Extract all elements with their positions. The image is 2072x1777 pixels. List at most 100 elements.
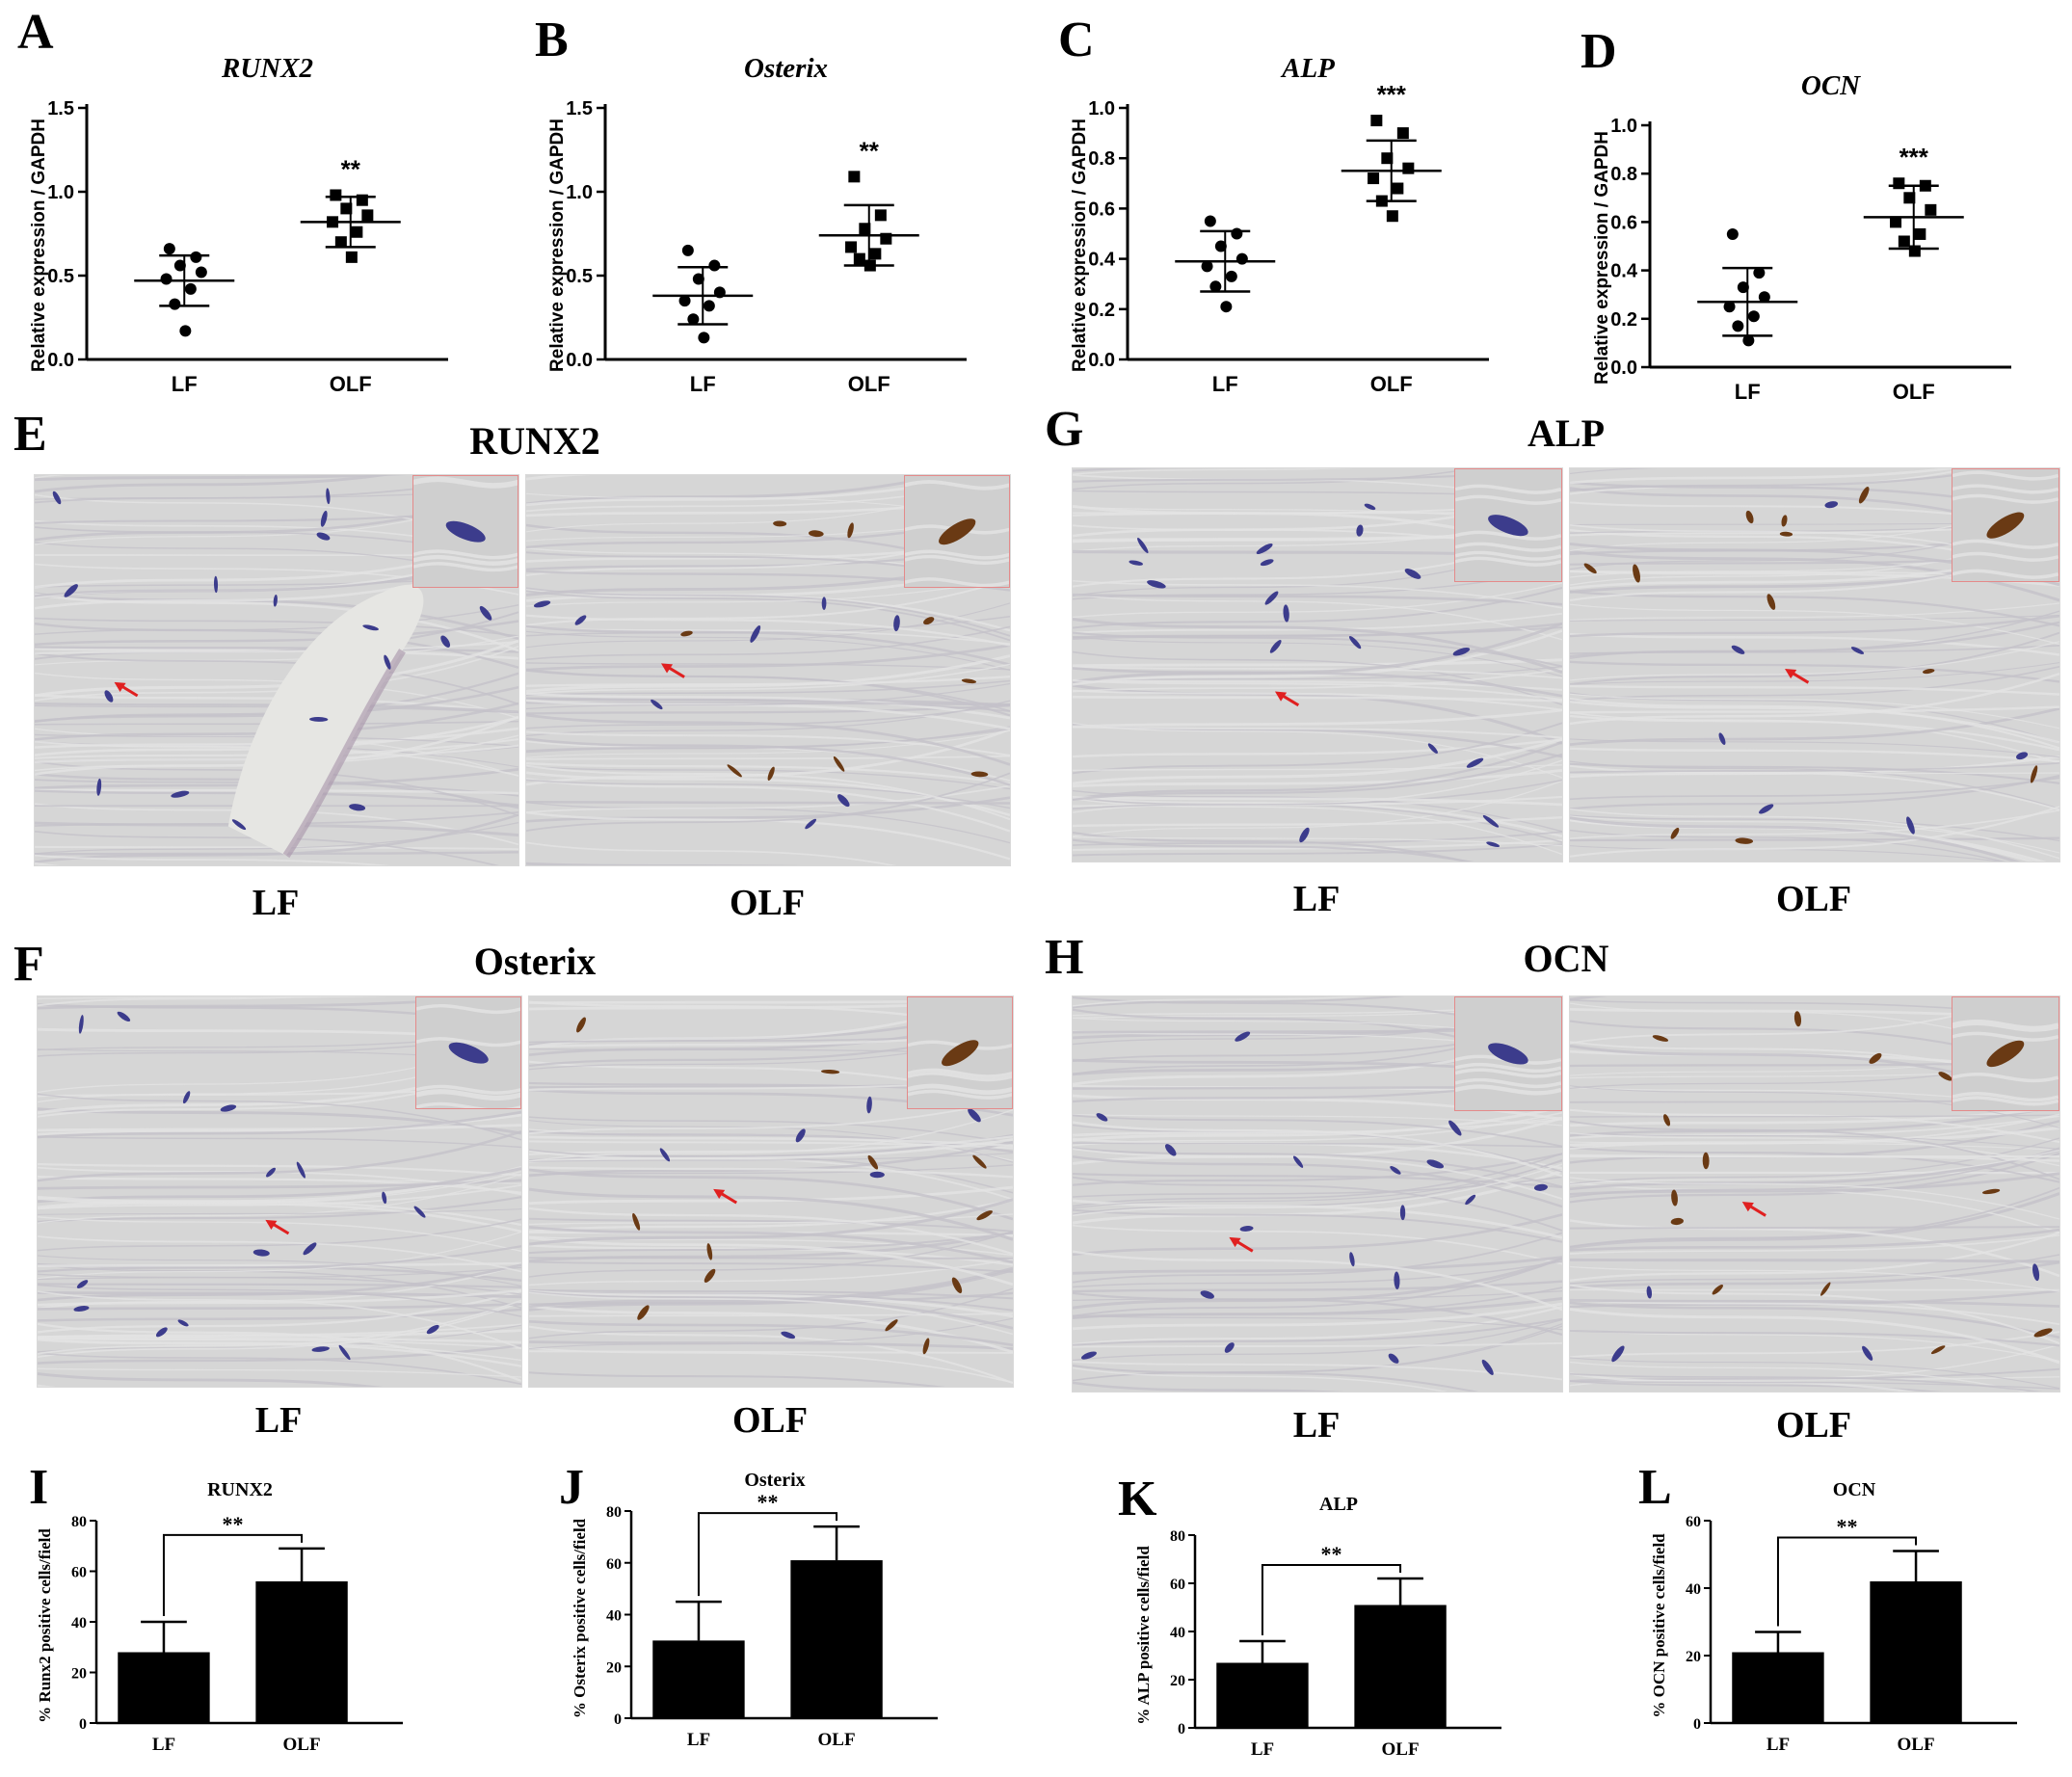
cell-nucleus [1922,669,1935,675]
tissue-fiber [529,1304,1013,1354]
tissue-fiber [1073,667,1562,698]
tissue-fiber [1073,1296,1562,1319]
y-axis-label: % Runx2 positive cells/field [36,1528,54,1723]
chart-title: ALP [1319,1494,1358,1515]
tissue-fiber [1570,1265,2059,1292]
data-point [1726,227,1739,240]
y-axis-label: % OCN positive cells/field [1650,1533,1668,1718]
y-tick-label: 60 [1170,1577,1185,1593]
y-tick-label: 80 [71,1514,87,1530]
tissue-fiber [38,1208,521,1215]
cell-nucleus [847,522,854,539]
cell-nucleus [78,1015,84,1034]
cell-nucleus [1399,1205,1406,1221]
tissue-fiber [526,730,1010,756]
y-tick-label: 0.6 [1610,212,1637,233]
tissue-fiber [35,854,391,865]
cell-nucleus [338,1344,351,1361]
tissue-fiber [1570,1233,2059,1255]
data-point [334,236,347,249]
micrograph-osterix-olf [528,995,1014,1388]
significance-marker: ** [757,1490,779,1514]
cell-nucleus [727,764,742,778]
cell-nucleus [1356,524,1364,537]
tissue-fiber [1570,1380,1944,1392]
bar-svg-l: OCN % OCN positive cells/field 0 20 40 60 LF OL… [1650,1479,2017,1755]
y-tick-label: 80 [606,1504,622,1521]
tissue-fiber [1073,650,1562,706]
inset-fiber [412,549,518,560]
tissue-fiber [1570,836,2059,842]
tissue-fiber [526,801,1010,805]
cell-nucleus [821,597,827,610]
tissue-fiber [38,1129,521,1182]
inset-image [415,997,520,1109]
micrograph-title-alp: ALP [1527,411,1605,455]
y-tick-label: 1.5 [566,98,593,119]
tissue-fiber [1570,1132,2059,1151]
inset-fiber [1952,1096,2059,1106]
tissue-fiber [526,578,1010,626]
tissue-fiber [1073,1232,1562,1284]
tissue-fiber [35,620,518,647]
data-point [1368,172,1380,185]
data-point [1220,301,1233,313]
panel-label-i: I [29,1460,49,1515]
data-point [1402,162,1415,174]
cell-nucleus [1652,1035,1669,1042]
data-point [853,252,865,265]
data-point [1201,260,1213,273]
data-point [692,273,704,285]
cell-nucleus [1096,1113,1108,1122]
label-alp-lf: LF [1292,879,1341,919]
data-point [1231,227,1243,240]
data-point [1204,215,1216,227]
tissue-fiber [1073,1365,1479,1392]
tissue-fiber [526,772,1010,832]
cell-nucleus [1264,591,1279,605]
tissue-fiber [529,1287,1013,1339]
cell-nucleus [1292,1155,1304,1168]
micrograph-runx2-olf [525,474,1011,866]
inset-fiber [1455,1077,1561,1089]
tissue-fiber [1073,708,1562,729]
data-point [845,241,858,253]
tissue-fiber [1570,1108,2059,1144]
data-point [848,171,861,183]
y-axis-label: % Osterix positive cells/field [571,1518,589,1718]
inset-fiber [415,1084,520,1095]
inset-fiber [1952,1073,2059,1083]
inset-fiber [415,1004,520,1014]
tissue-fiber [529,1099,1013,1135]
tissue-fiber [38,1338,521,1349]
tissue-fiber [35,645,518,702]
cell-nucleus [1938,1072,1952,1081]
inset-fiber [904,480,1009,491]
label-osterix-lf: LF [254,1400,303,1441]
magnified-inset [906,996,1013,1110]
cell-nucleus [1256,544,1273,555]
tissue-fiber [38,1289,521,1334]
inset-fiber [1455,556,1561,567]
tissue-fiber [35,635,518,666]
tissue-fiber [38,1231,521,1280]
tissue-fiber [38,1197,521,1233]
tissue-fiber [1570,468,1659,474]
tissue-gap-edge [282,649,406,859]
tissue-fiber [526,802,1010,844]
tissue-fiber [1073,831,1472,862]
bar-svg-k: ALP % ALP positive cells/field 0 20 40 60 80 LF… [1134,1494,1501,1760]
red-arrow-icon [1785,668,1810,684]
cell-nucleus [867,1154,879,1170]
inset-cell [938,518,975,545]
cell-nucleus [1745,510,1754,524]
cell-nucleus [805,818,817,830]
tissue-fiber [1073,843,1562,857]
tissue-fiber [1073,594,1562,641]
x-tick-label-olf: OLF [283,1735,321,1755]
cell-nucleus [1906,816,1915,835]
cell-nucleus [1781,515,1788,527]
cell-nucleus [1452,647,1471,656]
tissue-fiber [1073,738,1562,758]
tissue-fiber [1570,1147,2059,1198]
